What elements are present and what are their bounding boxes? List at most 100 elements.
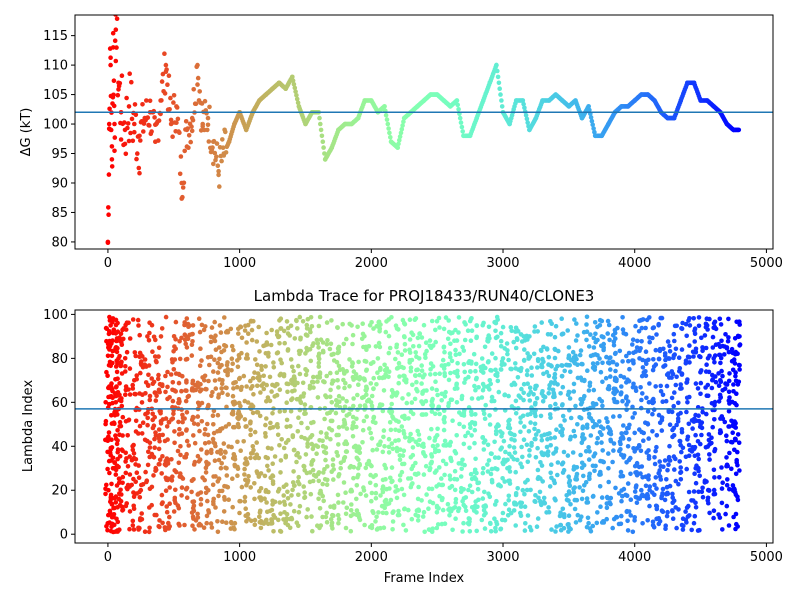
delta-g-data-point — [428, 92, 433, 97]
lambda-point — [388, 475, 393, 481]
lambda-point — [733, 373, 738, 379]
lambda-point — [423, 412, 429, 417]
lambda-point — [123, 392, 128, 398]
lambda-point — [344, 505, 350, 511]
lambda-point — [547, 382, 552, 388]
delta-g-point — [398, 130, 404, 136]
lambda-point — [626, 379, 632, 384]
lambda-point — [454, 338, 460, 343]
lambda-point — [725, 463, 730, 469]
lambda-point — [540, 399, 546, 404]
lambda-point — [653, 448, 658, 454]
lambda-point — [608, 495, 614, 501]
lambda-point — [577, 352, 583, 358]
lambda-point — [151, 379, 157, 385]
lambda-point — [156, 427, 162, 432]
lambda-point — [712, 360, 717, 365]
lambda-data-point — [211, 422, 216, 427]
lambda-point — [600, 360, 605, 366]
lambda-point — [469, 433, 474, 438]
lambda-point — [639, 325, 645, 331]
lambda-point — [705, 327, 710, 332]
lambda-point — [190, 323, 196, 328]
lambda-point — [624, 407, 629, 413]
lambda-point — [722, 352, 727, 357]
lambda-point — [439, 391, 445, 397]
lambda-point — [393, 418, 399, 423]
lambda-point — [634, 500, 640, 506]
lambda-point — [351, 475, 356, 481]
lambda-data-point — [110, 466, 116, 471]
lambda-point — [180, 412, 185, 418]
lambda-point — [402, 348, 408, 353]
lambda-point — [118, 487, 123, 493]
lambda-point — [527, 447, 532, 453]
lambda-point — [667, 483, 673, 489]
lambda-point — [179, 485, 185, 490]
lambda-point — [673, 382, 679, 388]
lambda-point — [699, 425, 705, 431]
lambda-point — [213, 505, 218, 510]
lambda-point — [598, 472, 603, 477]
lambda-point — [685, 354, 691, 360]
lambda-point — [106, 331, 112, 337]
delta-g-point — [106, 172, 112, 177]
lambda-point — [469, 328, 475, 334]
lambda-point — [473, 368, 478, 374]
lambda-point — [115, 519, 121, 525]
lambda-data-point — [513, 411, 519, 416]
lambda-point — [261, 386, 267, 392]
lambda-point — [329, 523, 335, 528]
lambda-x-tick-label: 2000 — [355, 550, 388, 565]
lambda-point — [567, 390, 572, 395]
lambda-point — [109, 502, 115, 507]
lambda-point — [351, 403, 356, 409]
delta-g-data-point — [619, 104, 624, 109]
lambda-point — [167, 514, 172, 520]
lambda-point — [119, 342, 125, 348]
lambda-point — [132, 391, 137, 397]
lambda-point — [725, 477, 730, 482]
lambda-point — [433, 327, 438, 333]
delta-g-point — [165, 82, 170, 87]
delta-g-data-point — [296, 104, 302, 109]
delta-g-data-point — [112, 121, 117, 127]
lambda-point — [698, 380, 704, 386]
lambda-point — [599, 318, 605, 324]
lambda-point — [254, 339, 260, 344]
delta-g-data-point — [691, 80, 697, 86]
lambda-point — [639, 373, 645, 379]
lambda-point — [216, 395, 221, 400]
lambda-point — [228, 326, 234, 332]
lambda-point — [241, 439, 246, 444]
delta-g-y-tick-label: 85 — [51, 206, 68, 221]
delta-g-point — [180, 194, 185, 200]
lambda-point — [272, 515, 278, 520]
lambda-point — [136, 525, 142, 531]
delta-g-point — [147, 98, 153, 104]
lambda-point — [612, 351, 618, 357]
lambda-point — [455, 360, 460, 366]
lambda-point — [203, 465, 209, 471]
lambda-point — [545, 449, 551, 454]
lambda-point — [506, 393, 511, 399]
lambda-data-point — [132, 378, 137, 383]
lambda-point — [442, 438, 448, 444]
lambda-point — [584, 322, 589, 327]
lambda-point — [513, 492, 519, 498]
lambda-point — [650, 325, 656, 331]
lambda-point — [388, 427, 394, 433]
lambda-point — [429, 486, 435, 492]
lambda-point — [219, 488, 225, 494]
lambda-point — [508, 431, 513, 436]
lambda-point — [231, 347, 236, 353]
lambda-point — [189, 353, 195, 358]
lambda-point — [489, 351, 495, 356]
lambda-point — [152, 436, 157, 442]
lambda-point — [139, 359, 144, 364]
lambda-point — [640, 492, 645, 498]
lambda-point — [518, 461, 523, 467]
lambda-point — [315, 395, 321, 400]
delta-g-point — [397, 134, 403, 139]
lambda-point — [705, 356, 711, 361]
